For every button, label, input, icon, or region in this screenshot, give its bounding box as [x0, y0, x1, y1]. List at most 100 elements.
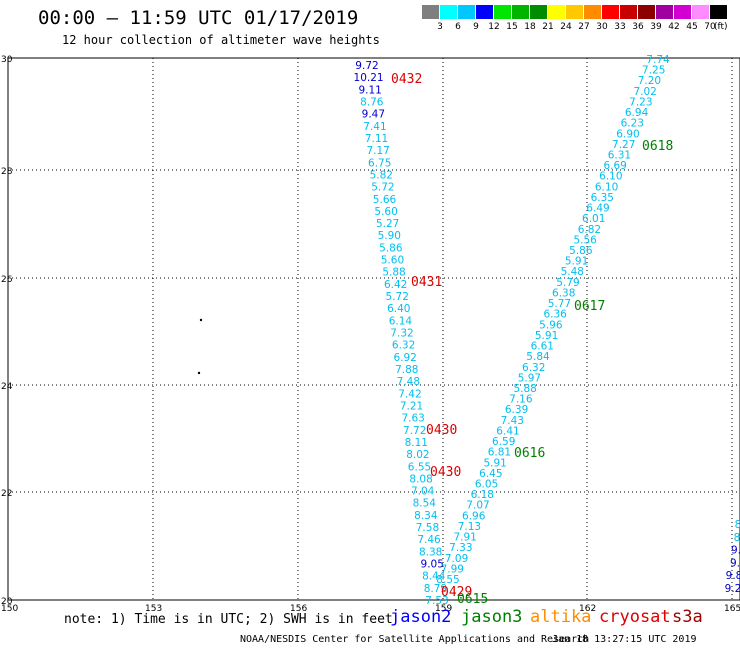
swh-value-west: 7.32: [390, 328, 413, 340]
swh-value-east: 5.91: [565, 256, 588, 268]
footer-note: note: 1) Time is in UTC; 2) SWH is in fe…: [64, 612, 393, 627]
data-marker-dot: [197, 371, 201, 375]
color-legend: 3 6 9 12 15 18 21 24 27 30 33 36 39 42 45 70 (ft): [422, 5, 731, 35]
x-tick-label: 153: [145, 604, 162, 614]
swh-value-east: 7.20: [638, 75, 661, 87]
legend-label: 21: [542, 22, 554, 32]
time-label-west: 0432: [391, 72, 422, 87]
data-marker-dot: [199, 318, 203, 322]
swh-value-west: 7.88: [395, 364, 418, 376]
swh-value-east: 6.23: [621, 118, 644, 130]
swh-value-east: 6.61: [531, 341, 554, 353]
x-tick-label: 165: [724, 604, 740, 614]
swh-value-west: 9.05: [421, 559, 444, 571]
swh-value-far-east: 9.: [730, 557, 740, 569]
legend-label: 39: [650, 22, 662, 32]
swh-value-east: 6.18: [471, 489, 494, 501]
time-label-west: 0431: [411, 275, 442, 290]
swh-value-west: 9.72: [355, 60, 378, 72]
swh-value-west: 5.72: [386, 291, 409, 303]
swh-value-west: 5.88: [382, 267, 405, 279]
page-subtitle: 12 hour collection of altimeter wave hei…: [62, 33, 380, 47]
y-tick-label: 26: [1, 275, 13, 285]
legend-swatch: [422, 5, 439, 19]
swh-value-east: 7.25: [642, 65, 665, 77]
swh-value-east: 5.56: [573, 234, 597, 246]
legend-unit: (ft): [714, 22, 728, 32]
x-tick-label: 150: [1, 604, 18, 614]
swh-value-west: 9.11: [358, 84, 381, 96]
swh-value-west: 7.58: [416, 522, 439, 534]
swh-value-east: 5.77: [548, 298, 571, 310]
time-label-west: 0429: [441, 585, 472, 600]
legend-swatch: [512, 5, 529, 19]
swh-value-west: 8.38: [419, 546, 442, 558]
swh-value-west: 7.48: [397, 376, 420, 388]
swh-value-east: 6.35: [591, 192, 614, 204]
legend-swatch: [710, 5, 727, 19]
swh-value-east: 7.27: [612, 139, 635, 151]
sat-label-jason2: jason2: [390, 607, 452, 627]
time-label-east: 0617: [574, 299, 605, 314]
time-label-west: 0430: [426, 423, 457, 438]
legend-swatch: [476, 5, 493, 19]
map-frame: [7, 57, 740, 601]
legend-swatch: [458, 5, 475, 19]
swh-value-west: 7.21: [400, 400, 423, 412]
swh-value-east: 5.88: [513, 383, 536, 395]
legend-label: 30: [596, 22, 608, 32]
swh-value-west: 6.92: [393, 352, 416, 364]
sat-label-altika: altika: [530, 607, 592, 627]
swh-value-west: 8.02: [406, 449, 429, 461]
swh-value-west: 10.21: [354, 72, 384, 84]
swh-value-east: 6.10: [599, 171, 622, 183]
legend-label: 36: [632, 22, 644, 32]
time-label-east: 0615: [457, 592, 488, 607]
swh-value-far-east: 8: [734, 532, 740, 544]
swh-value-east: 7.91: [453, 532, 476, 544]
legend-label: 18: [524, 22, 536, 32]
swh-value-east: 5.79: [556, 277, 579, 289]
swh-value-east: 7.02: [633, 86, 656, 98]
legend-label: 42: [668, 22, 680, 32]
swh-value-east: 5.84: [526, 351, 550, 363]
swh-value-west: 6.40: [387, 303, 410, 315]
swh-value-west: 9.47: [362, 109, 385, 121]
swh-value-west: 7.17: [366, 145, 389, 157]
swh-value-west: 6.14: [389, 315, 413, 327]
legend-swatch: [584, 5, 601, 19]
swh-value-west: 7.53: [425, 595, 448, 607]
legend-swatch: [638, 5, 655, 19]
swh-value-west: 5.82: [370, 169, 393, 181]
swh-value-east: 6.94: [625, 107, 649, 119]
legend-label: 6: [455, 22, 461, 32]
swh-value-west: 7.72: [403, 425, 426, 437]
legend-label: 12: [488, 22, 500, 32]
legend-swatch: [620, 5, 637, 19]
swh-value-west: 6.75: [368, 157, 391, 169]
swh-value-west: 8.11: [405, 437, 428, 449]
legend-label: 45: [686, 22, 698, 32]
swh-value-east: 5.91: [483, 457, 506, 469]
x-tick-label: 162: [579, 604, 596, 614]
page-title: 00:00 – 11:59 UTC 01/17/2019: [38, 7, 359, 29]
legend-label: 24: [560, 22, 572, 32]
swh-value-west: 7.41: [363, 121, 386, 133]
swh-value-west: 8.76: [360, 96, 384, 108]
swh-value-west: 8.79: [424, 583, 447, 595]
swh-value-east: 7.33: [449, 542, 472, 554]
swh-value-west: 5.72: [371, 182, 394, 194]
swh-value-east: 6.32: [522, 362, 545, 374]
time-label-east: 0616: [514, 446, 545, 461]
y-tick-label: 22: [1, 489, 12, 499]
swh-value-east: 6.10: [595, 181, 618, 193]
swh-value-east: 6.39: [505, 404, 528, 416]
swh-value-east: 6.96: [462, 510, 486, 522]
swh-value-west: 8.44: [422, 571, 446, 583]
legend-label: 70: [704, 22, 716, 32]
swh-value-west: 7.63: [401, 413, 424, 425]
legend-label: 27: [578, 22, 590, 32]
swh-value-east: 6.59: [492, 436, 515, 448]
y-tick-label: 24: [1, 382, 13, 392]
